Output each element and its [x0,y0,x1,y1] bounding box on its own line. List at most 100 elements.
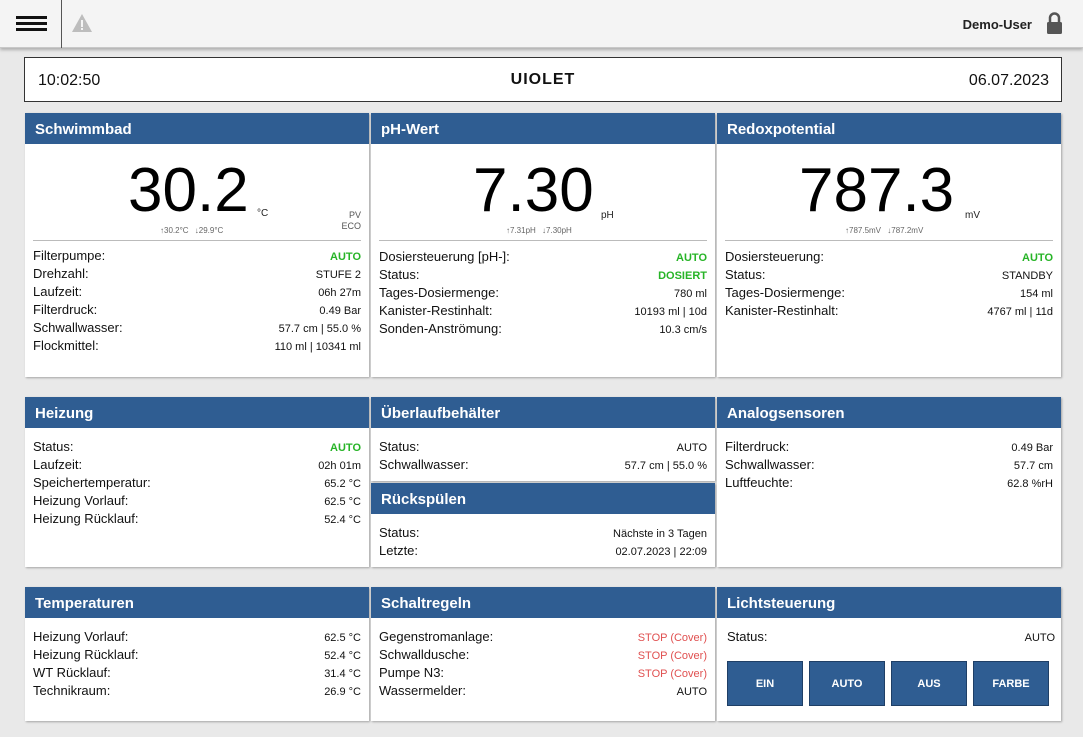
panel-schaltregeln[interactable]: Schaltregeln Gegenstromanlage: STOP (Cove… [371,587,715,721]
row-value: STOP (Cover) [637,632,707,644]
light-off-button[interactable]: AUS [891,661,967,706]
row-value: STANDBY [1001,270,1053,282]
row-label: Schwalldusche: [379,647,470,662]
row-label: Gegenstromanlage: [379,629,494,644]
row-label: Status: [33,439,74,454]
row-label: Status: [727,629,768,644]
row-value: 10.3 cm/s [659,324,707,336]
info-row: Schwallwasser: 57.7 cm [725,457,1053,475]
row-value: 65.2 °C [324,478,361,490]
info-row: Pumpe N3: STOP (Cover) [379,665,707,683]
info-row: Sonden-Anströmung: 10.3 cm/s [379,321,707,339]
info-row: Luftfeuchte: 62.8 %rH [725,475,1053,493]
row-label: Status: [379,267,420,282]
warning-icon[interactable] [71,13,93,33]
panel-title: Lichtsteuerung [717,587,1061,618]
info-row: Laufzeit: 02h 01m [33,457,361,475]
info-row: Dosiersteuerung [pH-]: AUTO [379,249,707,267]
row-label: Schwallwasser: [33,320,123,335]
info-row: Status: STANDBY [725,267,1053,285]
hamburger-icon[interactable] [0,0,62,48]
row-label: Technikraum: [33,683,111,698]
brand-logo: UIOLET [510,71,576,88]
status-row: Status: AUTO [727,629,1055,647]
row-value: STOP (Cover) [637,668,707,680]
row-value: AUTO [330,251,361,263]
info-row: Letzte: 02.07.2023 | 22:09 [379,543,707,561]
panel-rueckspuelen[interactable]: Rückspülen Status: Nächste in 3 Tagen Letz… [371,483,715,567]
row-value: 0.49 Bar [1011,442,1053,454]
panel-schwimmbad[interactable]: Schwimmbad 30.2 °C ↑30.2°C ↓29.9°C PV EC… [25,113,369,377]
info-row: Kanister-Restinhalt: 10193 ml | 10d [379,303,707,321]
main-reading: 787.3 mV ↑787.5mV ↓787.2mV [717,144,1061,240]
panel-analogsensoren[interactable]: Analogsensoren Filterdruck: 0.49 Bar Schwa… [717,397,1061,567]
row-label: Heizung Rücklauf: [33,647,139,662]
redox-value: 787.3 [799,156,955,225]
info-row: Schwallwasser: 57.7 cm | 55.0 % [379,457,707,475]
user-name[interactable]: Demo-User [962,17,1032,32]
row-value: 780 ml [673,288,707,300]
info-row: Schwalldusche: STOP (Cover) [379,647,707,665]
panel-title: Schaltregeln [371,587,715,618]
row-label: Filterdruck: [33,302,98,317]
light-color-button[interactable]: FARBE [973,661,1049,706]
row-label: Laufzeit: [33,457,83,472]
max-value: ↑30.2°C [160,226,189,235]
light-buttons: EIN AUTO AUS FARBE [727,661,1055,706]
clock-time: 10:02:50 [38,72,101,89]
row-label: Dosiersteuerung [pH-]: [379,249,510,264]
info-row: Gegenstromanlage: STOP (Cover) [379,629,707,647]
pv-label: PV [348,210,361,220]
info-row: Technikraum: 26.9 °C [33,683,361,701]
panel-heizung[interactable]: Heizung Status: AUTO Laufzeit: 02h 01m Speic… [25,397,369,567]
ph-unit: pH [601,210,614,221]
row-label: Filterpumpe: [33,248,106,263]
panel-ueberlaufbehaelter[interactable]: Überlaufbehälter Status: AUTO Schwallwasse… [371,397,715,481]
temperature-unit: °C [257,208,269,219]
panel-title: Heizung [25,397,369,428]
info-row: Filterdruck: 0.49 Bar [33,302,361,320]
row-value: 10193 ml | 10d [634,306,707,318]
row-value: STUFE 2 [315,269,361,281]
row-value: AUTO [1024,632,1055,644]
row-value: 02h 01m [318,460,361,472]
max-value: ↑787.5mV [845,226,882,235]
row-label: Wassermelder: [379,683,466,698]
info-row: Dosiersteuerung: AUTO [725,249,1053,267]
panel-temperaturen[interactable]: Temperaturen Heizung Vorlauf: 62.5 °C Heiz… [25,587,369,721]
panel-title: Analogsensoren [717,397,1061,428]
info-row: Flockmittel: 110 ml | 10341 ml [33,338,361,356]
clock-date: 06.07.2023 [968,72,1049,89]
row-value: AUTO [676,686,707,698]
row-label: Tages-Dosiermenge: [379,285,499,300]
panel-redoxpotential[interactable]: Redoxpotential 787.3 mV ↑787.5mV ↓787.2m… [717,113,1061,377]
light-auto-button[interactable]: AUTO [809,661,885,706]
row-label: Schwallwasser: [725,457,815,472]
panel-title: Redoxpotential [717,113,1061,144]
info-row: Drehzahl: STUFE 2 [33,266,361,284]
row-value: AUTO [676,252,707,264]
row-value: 02.07.2023 | 22:09 [615,546,707,558]
row-value: 4767 ml | 11d [987,306,1053,318]
panel-ph-wert[interactable]: pH-Wert 7.30 pH ↑7.31pH ↓7.30pH Dosierst… [371,113,715,377]
row-label: Drehzahl: [33,266,89,281]
temperature-value: 30.2 [128,156,249,225]
row-label: Luftfeuchte: [725,475,793,490]
info-row: WT Rücklauf: 31.4 °C [33,665,361,683]
row-label: Letzte: [379,543,419,558]
row-label: Heizung Rücklauf: [33,511,139,526]
info-row: Kanister-Restinhalt: 4767 ml | 11d [725,303,1053,321]
min-value: ↓29.9°C [194,226,224,235]
redox-unit: mV [965,210,980,221]
row-label: Kanister-Restinhalt: [379,303,493,318]
max-value: ↑7.31pH [506,226,536,235]
eco-label: ECO [341,221,361,231]
row-label: Dosiersteuerung: [725,249,824,264]
row-value: 31.4 °C [324,668,361,680]
row-value: 57.7 cm | 55.0 % [624,460,707,472]
light-on-button[interactable]: EIN [727,661,803,706]
row-value: AUTO [1022,252,1053,264]
lock-icon[interactable] [1046,12,1063,35]
info-row: Heizung Rücklauf: 52.4 °C [33,511,361,529]
panel-lichtsteuerung[interactable]: Lichtsteuerung Status: AUTO EIN AUTO AUS… [717,587,1061,721]
